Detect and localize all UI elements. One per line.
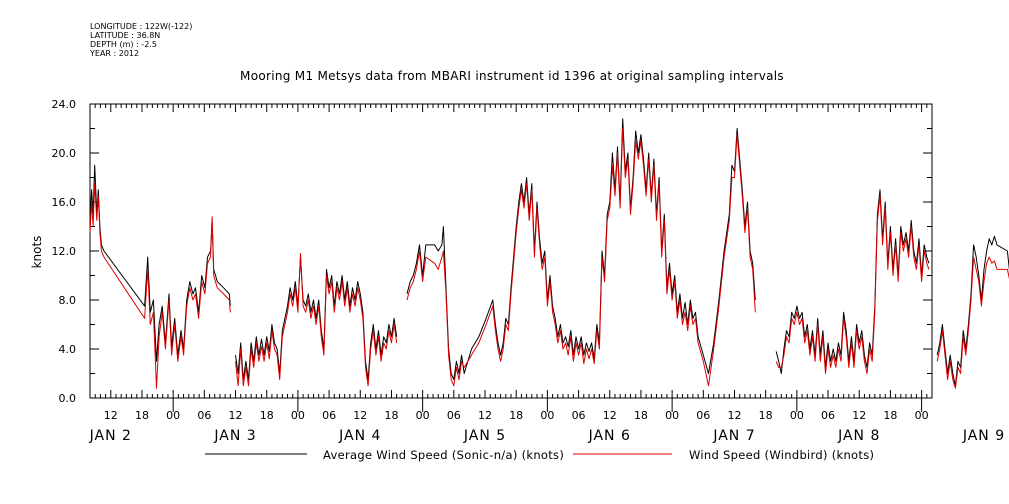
series-line-average-wind-speed xyxy=(235,256,398,381)
axes: 12 18 00 06 12 18 00 06 12 18 00 06 12 18 00 06 12 18 00 06… xyxy=(52,98,1005,444)
meta-year: YEAR : 2012 xyxy=(90,49,140,58)
x-tick-label: 12 xyxy=(727,409,741,422)
x-tick-label: 06 xyxy=(696,409,710,422)
x-tick-label: 00 xyxy=(416,409,430,422)
x-tick-label: 12 xyxy=(852,409,866,422)
y-tick-label: 0.0 xyxy=(59,392,77,405)
y-tick-label: 20.0 xyxy=(52,147,77,160)
x-tick-label: 06 xyxy=(322,409,336,422)
x-tick-label: 00 xyxy=(915,409,929,422)
series-line-wind-speed-windbird xyxy=(89,183,231,389)
x-tick-label: 12 xyxy=(478,409,492,422)
x-day-label: JAN 3 xyxy=(213,428,256,444)
legend-label-average-wind-speed: Average Wind Speed (Sonic-n/a) (knots) xyxy=(323,448,564,462)
x-tick-label: 18 xyxy=(135,409,149,422)
x-day-label: JAN 5 xyxy=(463,428,506,444)
metadata-block: LONGITUDE : 122W(-122) LATITUDE : 36.8N … xyxy=(90,22,192,58)
y-axis-label: knots xyxy=(30,236,44,269)
x-day-label: JAN 6 xyxy=(588,428,631,444)
x-day-label: JAN 9 xyxy=(962,428,1005,444)
x-tick-label: 06 xyxy=(447,409,461,422)
x-tick-label: 00 xyxy=(166,409,180,422)
x-tick-label: 06 xyxy=(821,409,835,422)
series-line-wind-speed-windbird xyxy=(406,128,756,387)
meta-depth: DEPTH (m) : -2.5 xyxy=(90,40,157,49)
y-tick-label: 24.0 xyxy=(52,98,77,111)
x-tick-label: 06 xyxy=(197,409,211,422)
x-tick-label: 00 xyxy=(540,409,554,422)
x-tick-label: 18 xyxy=(384,409,398,422)
y-tick-label: 8.0 xyxy=(59,294,77,307)
legend-label-wind-speed-windbird: Wind Speed (Windbird) (knots) xyxy=(689,448,874,462)
x-tick-label: 00 xyxy=(790,409,804,422)
x-tick-label: 06 xyxy=(572,409,586,422)
x-tick-label: 18 xyxy=(260,409,274,422)
y-tick-label: 12.0 xyxy=(52,245,77,258)
series-line-average-wind-speed xyxy=(775,189,930,374)
x-tick-label: 12 xyxy=(353,409,367,422)
series-line-wind-speed-windbird xyxy=(936,256,1009,389)
x-tick-label: 12 xyxy=(104,409,118,422)
series-line-wind-speed-windbird xyxy=(235,252,398,387)
meta-latitude: LATITUDE : 36.8N xyxy=(90,31,161,40)
x-day-label: JAN 4 xyxy=(338,428,381,444)
x-tick-label: 18 xyxy=(883,409,897,422)
x-tick-label: 12 xyxy=(603,409,617,422)
y-tick-label: 4.0 xyxy=(59,343,77,356)
series-line-wind-speed-windbird xyxy=(775,195,930,374)
series-lines xyxy=(89,118,1009,389)
x-day-label: JAN 7 xyxy=(712,428,755,444)
y-tick-label: 16.0 xyxy=(52,196,77,209)
x-tick-label: 18 xyxy=(509,409,523,422)
x-tick-label: 00 xyxy=(291,409,305,422)
chart-title: Mooring M1 Metsys data from MBARI instru… xyxy=(240,69,784,83)
x-day-label: JAN 8 xyxy=(837,428,880,444)
x-tick-label: 18 xyxy=(634,409,648,422)
x-day-label: JAN 2 xyxy=(89,428,132,444)
legend: Average Wind Speed (Sonic-n/a) (knots) W… xyxy=(205,448,874,462)
x-tick-label: 00 xyxy=(665,409,679,422)
plot-frame xyxy=(89,103,933,399)
series-line-average-wind-speed xyxy=(406,118,756,381)
meta-longitude: LONGITUDE : 122W(-122) xyxy=(90,22,193,31)
x-tick-label: 12 xyxy=(229,409,243,422)
x-tick-label: 18 xyxy=(759,409,773,422)
